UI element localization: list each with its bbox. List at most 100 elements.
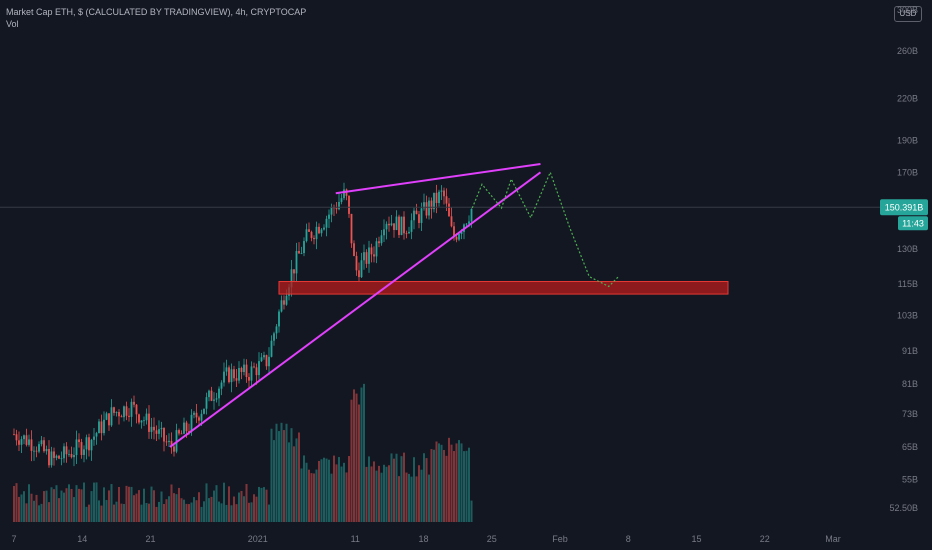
candle-body: [195, 412, 198, 418]
candle-body: [238, 367, 240, 381]
volume-bar: [33, 500, 35, 522]
volume-bar: [150, 486, 153, 522]
candle-body: [263, 355, 265, 358]
volume-bar: [288, 442, 290, 522]
x-tick-label: 14: [77, 534, 87, 544]
volume-bar: [340, 466, 343, 522]
volume-bar: [45, 490, 48, 522]
candle-body: [210, 390, 213, 401]
candle-body: [440, 190, 443, 192]
candle-body: [43, 440, 45, 452]
volume-bar: [403, 452, 405, 522]
volume-bar: [133, 495, 135, 522]
candle-body: [125, 406, 128, 416]
volume-bar: [298, 432, 300, 522]
candle-body: [320, 229, 323, 234]
candle-body: [63, 446, 65, 459]
candle-body: [220, 382, 223, 389]
candle-body: [243, 364, 245, 373]
y-tick-label: 81B: [902, 379, 918, 389]
candle-body: [70, 454, 73, 458]
candle-body: [163, 427, 165, 442]
volume-bar: [18, 496, 20, 522]
candle-body: [165, 441, 168, 443]
volume-bar: [173, 493, 175, 522]
candle-body: [280, 300, 283, 312]
volume-bar: [70, 488, 73, 522]
candle-body: [470, 209, 473, 222]
candle-body: [160, 427, 163, 430]
candle-body: [460, 231, 463, 235]
volume-bar: [305, 462, 308, 522]
candle-body: [123, 406, 125, 418]
volume-bar: [300, 468, 303, 522]
volume-bar: [200, 506, 203, 522]
volume-bar: [50, 487, 53, 522]
volume-bar: [308, 469, 310, 522]
volume-bar: [410, 476, 413, 522]
time-axis: 7 14 21 2021 11 18 25 Feb 8 15 22 Mar: [11, 534, 840, 544]
volume-bar: [310, 473, 313, 522]
candle-body: [453, 226, 455, 237]
volume-bar: [445, 455, 448, 522]
candle-body: [273, 333, 275, 341]
volume-bar: [110, 484, 113, 522]
x-tick-label: 18: [418, 534, 428, 544]
volume-bar: [425, 458, 428, 522]
candle-body: [48, 448, 50, 466]
volume-bar: [283, 430, 285, 522]
candle-body: [208, 390, 210, 398]
candle-body: [130, 401, 133, 417]
chart-legend: Market Cap ETH, $ (CALCULATED BY TRADING…: [6, 6, 306, 30]
volume-bar: [48, 502, 50, 522]
candle-body: [400, 216, 403, 235]
candle-body: [305, 229, 308, 242]
volume-bar: [43, 491, 45, 522]
y-tick-label: 130B: [897, 244, 918, 254]
volume-bar: [353, 389, 355, 522]
volume-bar: [80, 489, 83, 522]
candle-body: [128, 415, 130, 417]
candle-body: [223, 371, 225, 383]
x-tick-label: 15: [691, 534, 701, 544]
volume-bar: [303, 455, 305, 522]
candle-body: [230, 369, 233, 383]
volume-bar: [25, 503, 28, 522]
volume-bar: [400, 456, 403, 522]
candle-body: [323, 227, 325, 230]
volume-bar: [38, 505, 40, 522]
volume-bar: [360, 387, 363, 522]
candle-body: [50, 451, 53, 466]
volume-bar: [375, 470, 378, 522]
volume-bars: [13, 383, 473, 522]
candle-body: [180, 433, 183, 435]
volume-bar: [130, 486, 133, 522]
candles: [13, 182, 473, 468]
candle-body: [338, 201, 340, 210]
candle-body: [103, 419, 105, 434]
volume-bar: [103, 487, 105, 522]
candle-body: [388, 223, 390, 226]
candle-body: [458, 234, 460, 240]
currency-badge[interactable]: USD: [894, 6, 922, 22]
last-price-tag: [880, 199, 928, 216]
candle-body: [398, 216, 400, 235]
volume-bar: [145, 502, 148, 522]
volume-bar: [175, 494, 178, 522]
volume-bar: [453, 450, 455, 522]
volume-bar: [348, 456, 350, 522]
price-tags: 150.391B 11:43: [880, 199, 928, 231]
volume-bar: [198, 492, 200, 522]
x-tick-label: 11: [351, 534, 360, 544]
candle-body: [300, 253, 303, 254]
lower-trendline: [169, 171, 542, 448]
candle-body: [423, 202, 425, 209]
candle-body: [113, 407, 115, 413]
candle-body: [260, 357, 263, 362]
indicator-label: Vol: [6, 19, 19, 29]
volume-bar: [365, 466, 368, 522]
candle-body: [183, 422, 185, 434]
volume-bar: [448, 437, 450, 522]
candle-body: [258, 361, 260, 376]
